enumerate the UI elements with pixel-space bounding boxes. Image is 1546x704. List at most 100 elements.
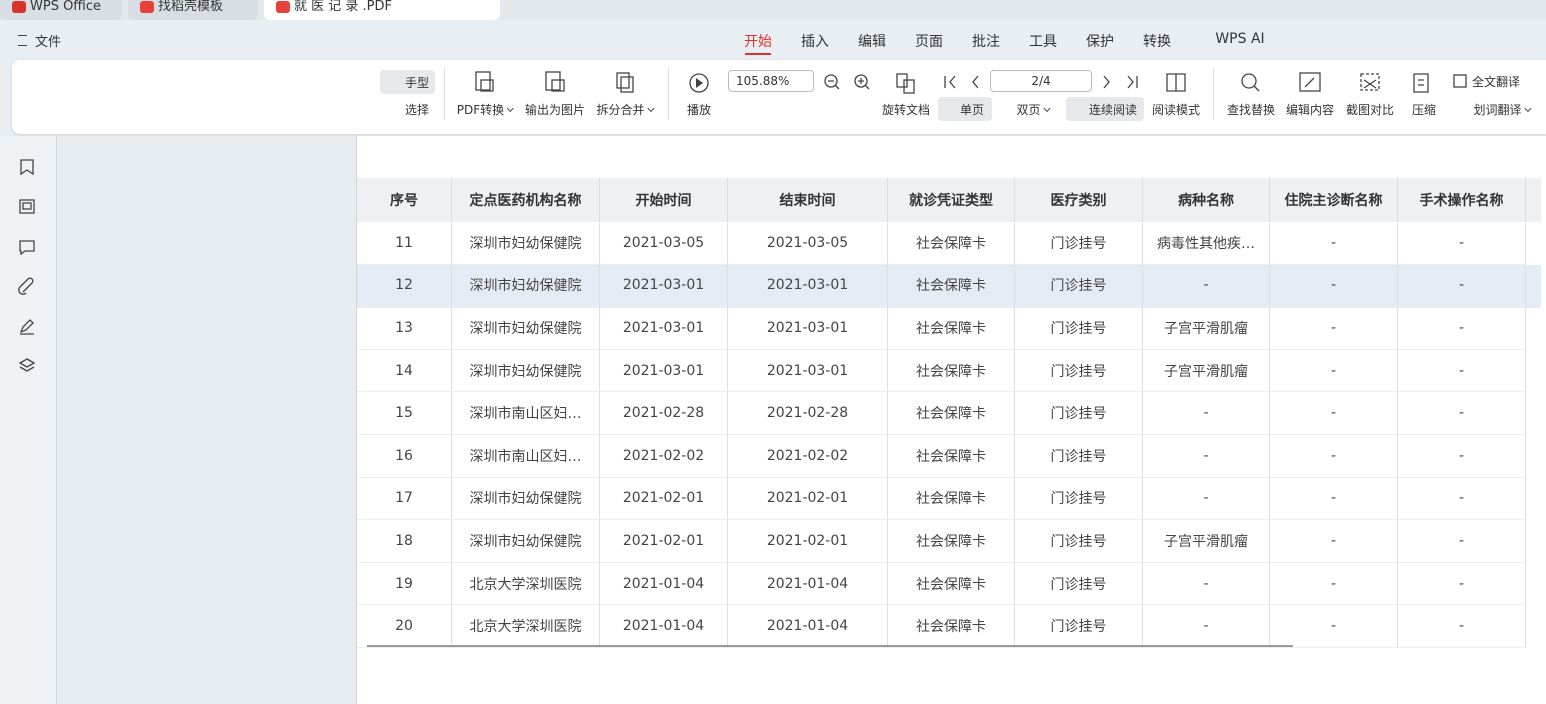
- menu-tab[interactable]: 批注: [972, 34, 1000, 50]
- pdf-page: [357, 136, 1546, 704]
- table-cell: 2021-03-05: [728, 222, 888, 265]
- dropdown-caret: [1524, 104, 1532, 113]
- menu-tab[interactable]: 保护: [1086, 34, 1114, 50]
- table-cell: 社会保障卡: [888, 264, 1015, 308]
- table-cell: 2021-01-04: [728, 605, 888, 648]
- table-cell: 2021-02-01: [728, 477, 888, 521]
- table-cell: 社会保障卡: [888, 222, 1015, 265]
- table-cell: -: [1398, 307, 1526, 350]
- table-cell: -: [1398, 562, 1526, 606]
- table-cell: -: [1143, 435, 1270, 478]
- table-cell: 2021-01-04: [728, 562, 888, 606]
- table-cell: -: [1143, 477, 1270, 521]
- table-cell: -: [1270, 349, 1398, 393]
- table-cell: 18: [357, 520, 452, 563]
- file-menu[interactable]: 文件: [35, 35, 62, 50]
- table-cell: 门诊挂号: [1015, 307, 1143, 350]
- table-cell: 深圳市妇幼保健院: [452, 349, 600, 393]
- table-cell: -: [1398, 222, 1526, 265]
- table-cell: -: [1398, 264, 1526, 308]
- window-tab[interactable]: 找稻壳模板: [128, 0, 258, 20]
- zoom-box[interactable]: 105.88%: [728, 70, 814, 92]
- toolbar-divider: [1213, 68, 1214, 120]
- table-cell: -: [1270, 520, 1398, 563]
- window-tab[interactable]: WPS Office: [0, 0, 122, 20]
- table-cell: 深圳市南山区妇…: [452, 435, 600, 478]
- menu-icon: [18, 35, 27, 46]
- table-cell: 门诊挂号: [1015, 349, 1143, 393]
- table-cell: 14: [357, 349, 452, 393]
- toolbar-button[interactable]: 压缩: [1411, 103, 1437, 117]
- table-cell: 2021-02-01: [600, 477, 728, 521]
- table-cell: 门诊挂号: [1015, 264, 1143, 308]
- table-cell: 子宫平滑肌瘤: [1143, 520, 1270, 563]
- menu-tab[interactable]: 编辑: [858, 34, 886, 50]
- toolbar-button[interactable]: 双页: [1016, 101, 1051, 118]
- table-cell: 社会保障卡: [888, 562, 1015, 606]
- select-tool[interactable]: 选择: [405, 103, 430, 117]
- table-cell: 20: [357, 605, 452, 648]
- table-cell: -: [1270, 435, 1398, 478]
- menu-tab[interactable]: 工具: [1029, 34, 1057, 50]
- menu-tab[interactable]: 开始: [744, 34, 772, 50]
- table-header-cell: 医疗类别: [1015, 178, 1143, 222]
- hand-tool[interactable]: 手型: [405, 76, 430, 90]
- active-underline: [745, 53, 771, 55]
- toolbar-button[interactable]: 划词翻译: [1473, 101, 1532, 118]
- toolbar-button[interactable]: 截图对比: [1345, 103, 1395, 117]
- table-cell: 深圳市妇幼保健院: [452, 264, 600, 308]
- table-cell: -: [1143, 392, 1270, 435]
- toolbar-button[interactable]: 单页: [959, 103, 985, 117]
- toolbar-button[interactable]: 播放: [686, 103, 712, 117]
- table-cell: 门诊挂号: [1015, 477, 1143, 521]
- toolbar-button[interactable]: 全文翻译: [1471, 75, 1521, 89]
- menu-tab[interactable]: 页面: [915, 34, 943, 50]
- page-box[interactable]: 2/4: [990, 70, 1092, 92]
- hand-tool-bg[interactable]: [380, 70, 435, 94]
- toolbar-divider: [668, 68, 669, 120]
- toolbar-button[interactable]: 编辑内容: [1285, 103, 1335, 117]
- toolbar-button[interactable]: 连续阅读: [1088, 103, 1138, 117]
- menu-tab[interactable]: WPS AI: [1215, 31, 1265, 47]
- menu-tab[interactable]: 插入: [801, 34, 829, 50]
- table-cell: 2021-03-05: [600, 222, 728, 265]
- window-tab[interactable]: 就 医 记 录 .PDF: [264, 0, 500, 20]
- table-cell: 北京大学深圳医院: [452, 605, 600, 648]
- menu-tab[interactable]: 转换: [1143, 34, 1171, 50]
- table-cell: 2021-01-04: [600, 562, 728, 606]
- table-cell: 门诊挂号: [1015, 435, 1143, 478]
- table-cell: 门诊挂号: [1015, 562, 1143, 606]
- toolbar-button[interactable]: 阅读模式: [1151, 103, 1201, 117]
- table-cell: 北京大学深圳医院: [452, 562, 600, 606]
- table-cell: 11: [357, 222, 452, 265]
- table-header-cell: 开始时间: [600, 178, 728, 222]
- toolbar-button[interactable]: 输出为图片: [524, 103, 586, 117]
- table-cell: -: [1270, 307, 1398, 350]
- tab-icon: [140, 1, 154, 13]
- table-cell: 2021-02-28: [728, 392, 888, 435]
- table-cell: 2021-02-01: [728, 520, 888, 563]
- table-cell: 深圳市妇幼保健院: [452, 477, 600, 521]
- table-cell: 深圳市妇幼保健院: [452, 520, 600, 563]
- toolbar-button[interactable]: 查找替换: [1226, 103, 1276, 117]
- toolbar-button[interactable]: 拆分合并: [596, 101, 655, 118]
- dropdown-caret: [1043, 104, 1051, 113]
- table-cell: 门诊挂号: [1015, 222, 1143, 265]
- table-header-cell: 序号: [357, 178, 452, 222]
- toolbar-button[interactable]: 旋转文档: [881, 103, 931, 117]
- table-header-cell: 定点医药机构名称: [452, 178, 600, 222]
- tab-title: WPS Office: [30, 0, 102, 14]
- table-cell: 2021-02-02: [600, 435, 728, 478]
- table-header-bg: [357, 178, 1541, 222]
- tab-title: 就 医 记 录 .PDF: [294, 0, 392, 14]
- table-cell: 15: [357, 392, 452, 435]
- table-cell: 2021-03-01: [600, 307, 728, 350]
- table-cell: -: [1143, 264, 1270, 308]
- nav-panel: [57, 136, 357, 704]
- table-cell: -: [1143, 605, 1270, 648]
- table-bottom-rule: [367, 645, 1293, 647]
- table-cell: 社会保障卡: [888, 520, 1015, 563]
- highlight-row: [357, 265, 1541, 308]
- table-cell: -: [1270, 392, 1398, 435]
- toolbar-button[interactable]: PDF转换: [457, 101, 515, 118]
